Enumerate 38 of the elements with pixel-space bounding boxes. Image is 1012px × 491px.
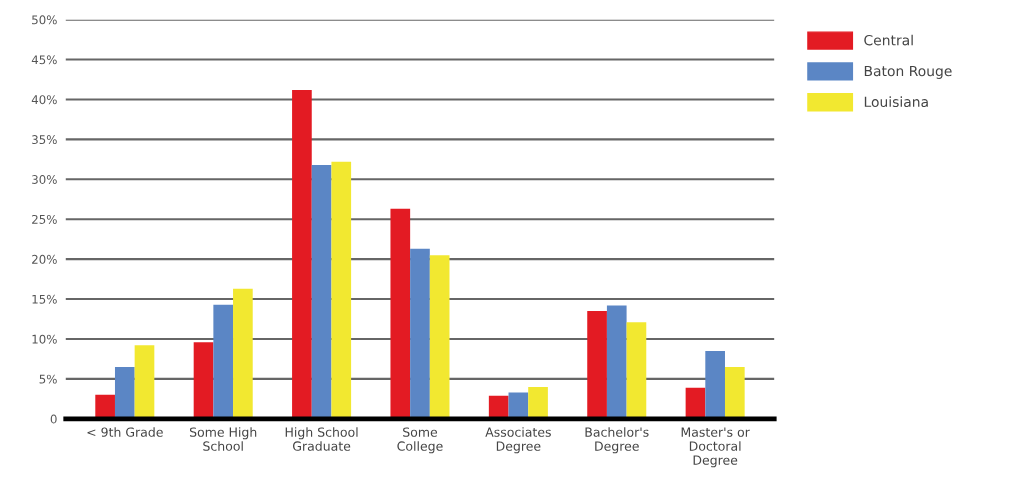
legend-label: Baton Rouge xyxy=(864,65,952,79)
bar xyxy=(233,288,253,419)
y-tick-label: 25% xyxy=(32,214,57,224)
bar xyxy=(193,342,214,419)
y-tick-label: 50% xyxy=(32,15,57,25)
y-tick-label: 10% xyxy=(32,334,57,344)
y-tick-label: 15% xyxy=(32,294,57,304)
bar xyxy=(626,322,647,419)
bar xyxy=(410,248,430,419)
bar xyxy=(213,304,234,419)
x-tick-label: Bachelor's Degree xyxy=(585,427,649,454)
bar xyxy=(724,366,745,419)
bar xyxy=(311,164,332,419)
bar xyxy=(134,345,155,419)
bar xyxy=(292,89,312,419)
y-tick-label: 0 xyxy=(50,414,57,424)
bar xyxy=(331,161,352,419)
bar xyxy=(114,366,135,419)
legend-label: Louisiana xyxy=(864,96,928,108)
x-tick-label: < 9th Grade xyxy=(87,427,163,437)
x-tick-label: Master's or Doctoral Degree xyxy=(681,427,750,468)
legend-label: Central xyxy=(864,34,913,46)
y-tick-label: 45% xyxy=(31,55,57,65)
y-tick-label: 20% xyxy=(32,254,57,264)
x-tick-label: Associates Degree xyxy=(485,427,551,454)
bar xyxy=(390,208,411,419)
bar xyxy=(587,311,607,419)
y-tick-label: 35% xyxy=(32,135,57,145)
bar xyxy=(606,305,627,419)
bar xyxy=(705,350,725,419)
y-tick-label: 5% xyxy=(39,374,57,384)
bar xyxy=(429,255,450,419)
y-tick-label: 40% xyxy=(31,95,57,105)
x-tick-label: Some High School xyxy=(189,427,257,451)
y-tick-label: 30% xyxy=(32,175,57,184)
x-tick-label: Some College xyxy=(397,427,443,454)
x-tick-label: High School Graduate xyxy=(285,427,358,451)
bar xyxy=(528,386,548,419)
